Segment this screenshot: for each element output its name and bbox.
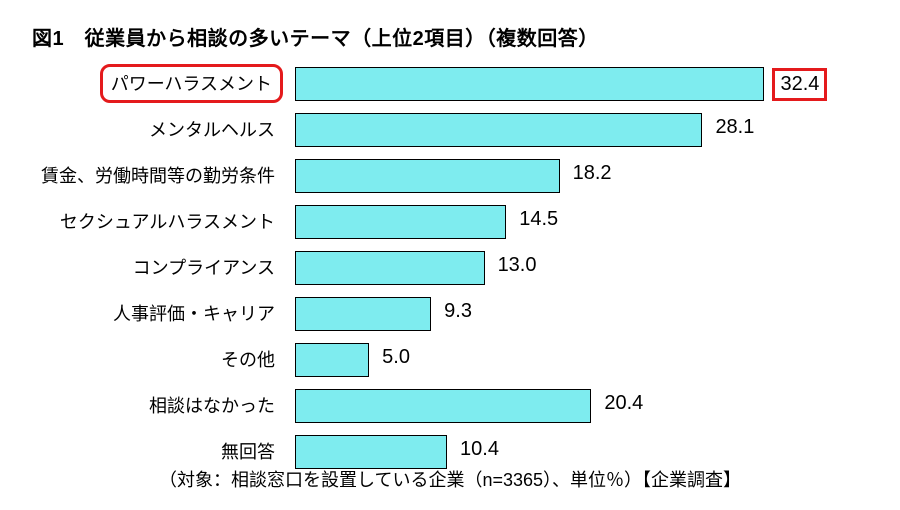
category-label-text: 相談はなかった	[141, 389, 283, 422]
bar-region: 32.4	[295, 60, 860, 106]
category-label-text: コンプライアンス	[125, 251, 283, 284]
category-label: セクシュアルハラスメント	[0, 205, 295, 238]
bar-region: 14.5	[295, 198, 860, 244]
bar-region: 28.1	[295, 106, 860, 152]
category-label: 人事評価・キャリア	[0, 297, 295, 330]
value-label: 13.0	[493, 252, 542, 279]
category-label: 無回答	[0, 435, 295, 468]
value-label-highlight: 32.4	[772, 68, 827, 101]
figure-title: 図1 従業員から相談の多いテーマ（上位2項目）（複数回答）	[32, 22, 599, 51]
category-label: パワーハラスメント	[0, 64, 295, 103]
value-label: 32.4	[772, 68, 827, 101]
value-label: 9.3	[439, 298, 477, 325]
chart-row: 相談はなかった 20.4	[0, 382, 900, 428]
value-label: 18.2	[568, 160, 617, 187]
chart-row: パワーハラスメント 32.4	[0, 60, 900, 106]
bar	[295, 389, 591, 423]
figure: 図1 従業員から相談の多いテーマ（上位2項目）（複数回答） パワーハラスメント 3…	[0, 0, 900, 510]
bar-region: 5.0	[295, 336, 860, 382]
bar-region: 20.4	[295, 382, 860, 428]
chart-row: メンタルヘルス 28.1	[0, 106, 900, 152]
category-label: 相談はなかった	[0, 389, 295, 422]
value-label-text: 13.0	[493, 252, 542, 279]
bar	[295, 159, 560, 193]
category-label-text: 賃金、労働時間等の勤労条件	[33, 159, 283, 192]
category-label-text: 人事評価・キャリア	[105, 297, 283, 330]
value-label: 20.4	[599, 390, 648, 417]
value-label: 14.5	[514, 206, 563, 233]
category-label: メンタルヘルス	[0, 113, 295, 146]
bar	[295, 343, 369, 377]
value-label-text: 20.4	[599, 390, 648, 417]
bar-chart: パワーハラスメント 32.4 メンタルヘルス 28.1 賃金、労働時間等の勤労条件 18.…	[0, 60, 900, 474]
value-label-text: 9.3	[439, 298, 477, 325]
bar	[295, 297, 431, 331]
bar-region: 9.3	[295, 290, 860, 336]
figure-caption: （対象：相談窓口を設置している企業（n=3365）、単位％）【企業調査】	[0, 466, 900, 492]
category-label-text: メンタルヘルス	[141, 113, 283, 146]
chart-row: 賃金、労働時間等の勤労条件 18.2	[0, 152, 900, 198]
chart-row: 人事評価・キャリア 9.3	[0, 290, 900, 336]
value-label-text: 5.0	[377, 344, 415, 371]
value-label-text: 18.2	[568, 160, 617, 187]
value-label-text: 10.4	[455, 436, 504, 463]
category-label-text: その他	[213, 343, 283, 376]
bar	[295, 113, 702, 147]
bar	[295, 251, 485, 285]
chart-row: セクシュアルハラスメント 14.5	[0, 198, 900, 244]
value-label-text: 28.1	[710, 114, 759, 141]
bar	[295, 67, 764, 101]
bar-region: 13.0	[295, 244, 860, 290]
category-label: コンプライアンス	[0, 251, 295, 284]
category-label: その他	[0, 343, 295, 376]
bar-region: 18.2	[295, 152, 860, 198]
value-label: 10.4	[455, 436, 504, 463]
category-label-text: セクシュアルハラスメント	[52, 205, 283, 238]
chart-row: コンプライアンス 13.0	[0, 244, 900, 290]
chart-row: その他 5.0	[0, 336, 900, 382]
bar	[295, 435, 447, 469]
category-label-text: 無回答	[213, 435, 283, 468]
category-label-highlight: パワーハラスメント	[100, 64, 283, 103]
bar	[295, 205, 506, 239]
value-label: 5.0	[377, 344, 415, 371]
value-label: 28.1	[710, 114, 759, 141]
value-label-text: 14.5	[514, 206, 563, 233]
category-label: 賃金、労働時間等の勤労条件	[0, 159, 295, 192]
